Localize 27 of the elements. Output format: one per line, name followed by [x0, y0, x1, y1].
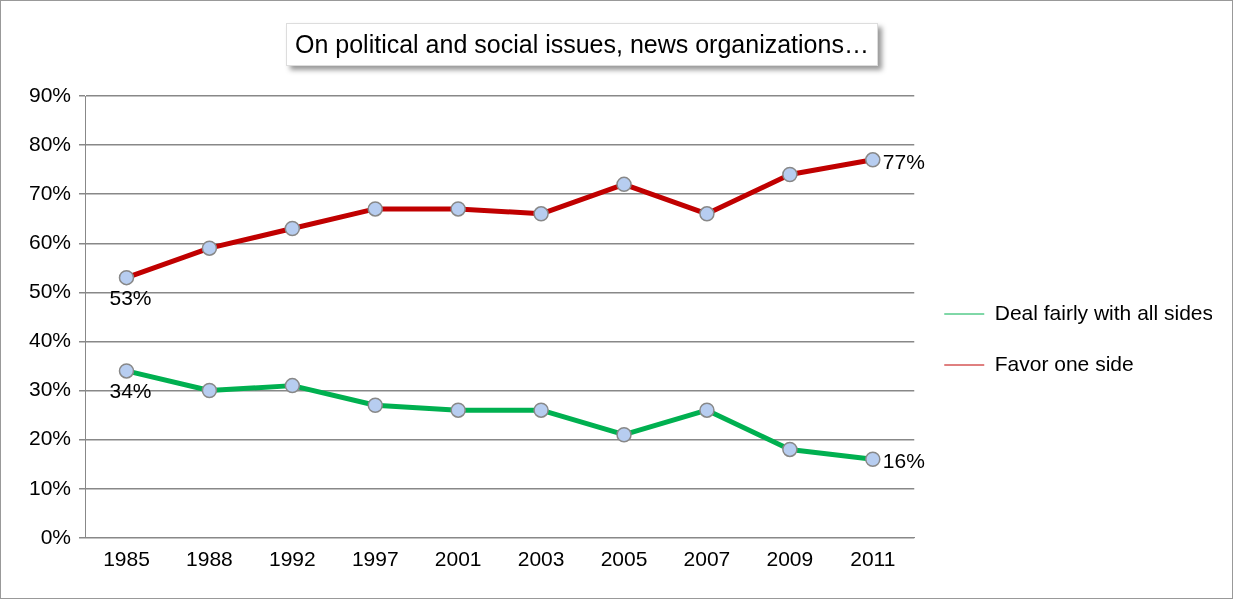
data-label: 53% — [109, 285, 152, 309]
x-tick-label: 2009 — [766, 547, 814, 571]
x-tick-label: 2001 — [434, 547, 482, 571]
x-tick-label: 1985 — [103, 547, 150, 571]
data-label: 34% — [109, 379, 152, 403]
legend-label: Favor one side — [994, 351, 1134, 375]
x-tick-label: 2007 — [683, 547, 731, 571]
chart-title: On political and social issues, news organizations… — [286, 23, 878, 66]
data-label: 16% — [882, 449, 925, 473]
data-label: 77% — [882, 149, 925, 173]
y-tick-label: 90% — [29, 82, 72, 106]
y-tick-label: 80% — [29, 131, 72, 155]
y-tick-label: 10% — [29, 475, 72, 499]
x-tick-label: 1992 — [268, 547, 316, 571]
y-tick-label: 40% — [29, 328, 72, 352]
y-tick-label: 70% — [29, 180, 72, 204]
x-tick-label: 1997 — [351, 547, 399, 571]
legend-label: Deal fairly with all sides — [994, 300, 1213, 324]
y-tick-label: 20% — [29, 426, 72, 450]
y-tick-label: 60% — [29, 230, 72, 254]
y-tick-label: 0% — [40, 524, 72, 548]
x-tick-label: 2005 — [600, 547, 648, 571]
x-tick-label: 2011 — [850, 547, 896, 571]
x-tick-label: 1988 — [186, 547, 233, 571]
x-tick-label: 2003 — [517, 547, 565, 571]
y-tick-label: 30% — [29, 377, 72, 401]
y-tick-label: 50% — [29, 279, 72, 303]
